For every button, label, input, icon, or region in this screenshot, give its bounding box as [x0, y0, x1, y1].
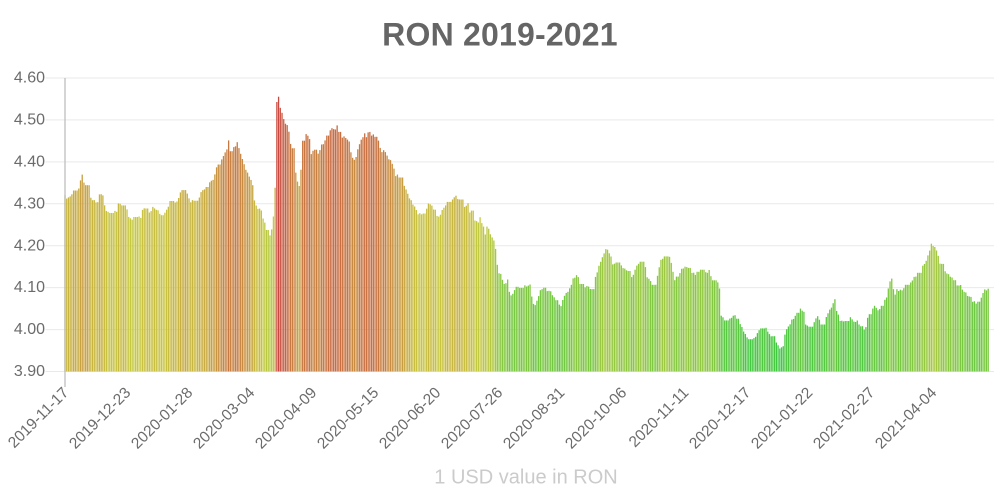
svg-text:4.50: 4.50	[14, 112, 45, 129]
svg-text:3.90: 3.90	[14, 363, 45, 380]
svg-text:4.00: 4.00	[14, 321, 45, 338]
svg-text:4.10: 4.10	[14, 279, 45, 296]
svg-text:4.30: 4.30	[14, 195, 45, 212]
svg-text:1 USD value in RON: 1 USD value in RON	[434, 467, 617, 489]
svg-text:4.20: 4.20	[14, 237, 45, 254]
svg-text:4.60: 4.60	[14, 70, 45, 87]
svg-text:4.40: 4.40	[14, 154, 45, 171]
svg-text:RON 2019-2021: RON 2019-2021	[382, 17, 618, 53]
